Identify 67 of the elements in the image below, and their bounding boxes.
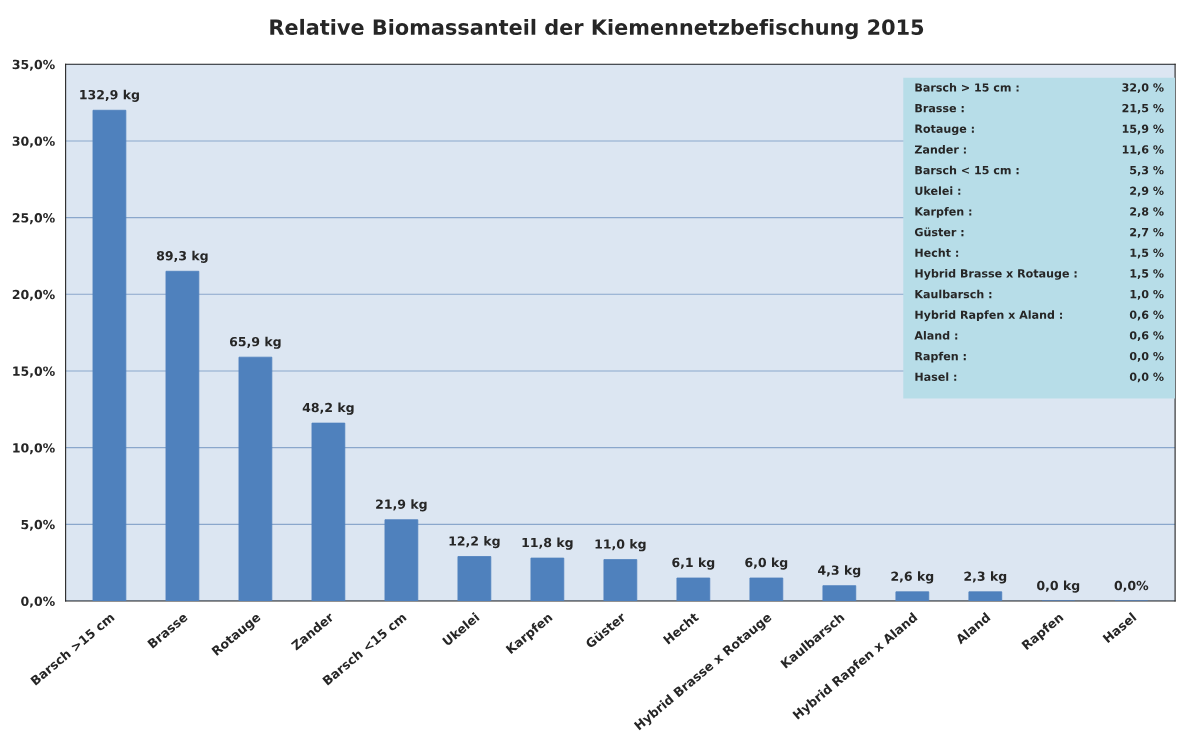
- bar: [530, 557, 565, 602]
- annotation: 6,0 kg: [745, 557, 788, 570]
- y-tick-label: 30,0%: [12, 136, 55, 148]
- annotation: Aland :: [914, 331, 958, 340]
- bar: [384, 519, 419, 602]
- annotation: Rotauge :: [915, 124, 974, 136]
- annotation: Hybrid Rapfen x Aland :: [915, 310, 1063, 322]
- annotation: 132,9 kg: [80, 89, 139, 102]
- annotation: 0,0 %: [1129, 372, 1164, 383]
- y-tick-label: 0,0%: [21, 596, 55, 608]
- bar: [165, 270, 200, 602]
- y-tick-label: 20,0%: [12, 289, 55, 301]
- annotation: 21,9 kg: [376, 499, 427, 512]
- bar: [457, 556, 492, 602]
- annotation: 11,8 kg: [522, 537, 573, 550]
- bar: [238, 356, 273, 602]
- bar: [92, 109, 127, 602]
- annotation: 2,8 %: [1130, 207, 1164, 218]
- annotation: 15,9 %: [1122, 124, 1164, 135]
- annotation: Karpfen :: [915, 207, 972, 218]
- y-tick-label: 35,0%: [12, 59, 55, 71]
- annotation: Hasel :: [915, 372, 957, 381]
- annotation: 2,3 kg: [964, 571, 1007, 584]
- annotation: Ukelei :: [915, 186, 961, 195]
- annotation: Güster :: [914, 227, 964, 237]
- annotation: 32,0 %: [1122, 83, 1164, 94]
- annotation: 2,6 kg: [891, 571, 934, 584]
- annotation: 65,9 kg: [229, 336, 281, 349]
- bar: [311, 422, 346, 602]
- annotation: 89,3 kg: [156, 250, 208, 263]
- bar: [822, 585, 857, 602]
- annotation: 21,5 %: [1122, 103, 1164, 114]
- annotation: 4,3 kg: [818, 565, 861, 578]
- annotation: 6,1 kg: [672, 557, 715, 570]
- annotation: 5,3 %: [1130, 165, 1164, 176]
- annotation: 0,6 %: [1129, 310, 1164, 321]
- bar: [895, 591, 930, 602]
- annotation: 0,0%: [1114, 580, 1149, 592]
- annotation: Rapfen :: [915, 351, 966, 363]
- annotation: Barsch > 15 cm :: [915, 83, 1019, 92]
- annotation: Hybrid Brasse x Rotauge :: [915, 268, 1077, 280]
- bar: [749, 577, 784, 602]
- annotation: 1,0 %: [1130, 289, 1164, 300]
- annotation: 11,6 %: [1122, 145, 1164, 156]
- annotation: 1,5 %: [1130, 269, 1164, 280]
- annotation: 12,2 kg: [449, 536, 500, 549]
- annotation: 11,0 kg: [595, 539, 646, 552]
- y-tick-label: 25,0%: [12, 213, 55, 225]
- annotation: Zander :: [914, 145, 966, 154]
- annotation: 1,5 %: [1130, 248, 1164, 259]
- annotation: 0,0 %: [1129, 351, 1164, 362]
- chart-title: Relative Biomassanteil der Kiemennetzbefischung 2015: [270, 18, 924, 40]
- annotation: 48,2 kg: [302, 402, 354, 415]
- bar: [676, 577, 711, 602]
- annotation: 2,7 %: [1130, 227, 1164, 238]
- bar: [968, 591, 1003, 602]
- annotation: 0,0 kg: [1037, 580, 1080, 593]
- y-tick-label: 15,0%: [13, 366, 55, 378]
- bar: [603, 559, 638, 602]
- annotation: 2,9 %: [1130, 186, 1164, 197]
- annotation: Barsch < 15 cm :: [915, 165, 1019, 175]
- annotation: Kaulbarsch :: [915, 289, 992, 299]
- annotation: Brasse :: [915, 104, 964, 113]
- y-tick-label: 5,0%: [21, 519, 55, 531]
- annotation: 0,6 %: [1129, 331, 1164, 342]
- y-tick-label: 10,0%: [13, 443, 55, 455]
- annotation: Hecht :: [915, 248, 959, 257]
